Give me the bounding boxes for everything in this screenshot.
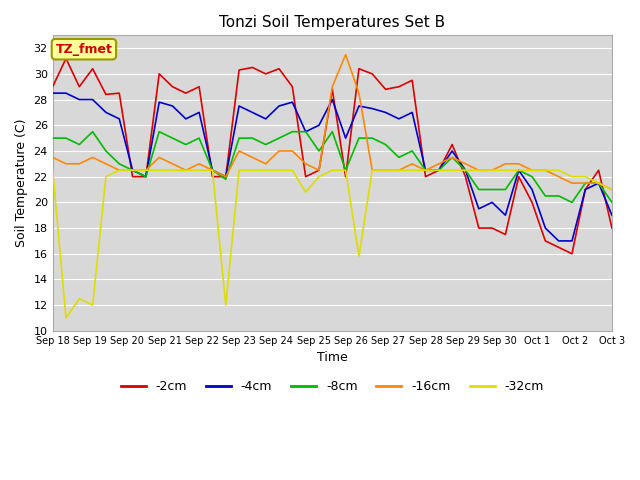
Title: Tonzi Soil Temperatures Set B: Tonzi Soil Temperatures Set B: [220, 15, 445, 30]
Text: TZ_fmet: TZ_fmet: [56, 43, 113, 56]
Legend: -2cm, -4cm, -8cm, -16cm, -32cm: -2cm, -4cm, -8cm, -16cm, -32cm: [116, 375, 549, 398]
Y-axis label: Soil Temperature (C): Soil Temperature (C): [15, 119, 28, 247]
X-axis label: Time: Time: [317, 351, 348, 364]
